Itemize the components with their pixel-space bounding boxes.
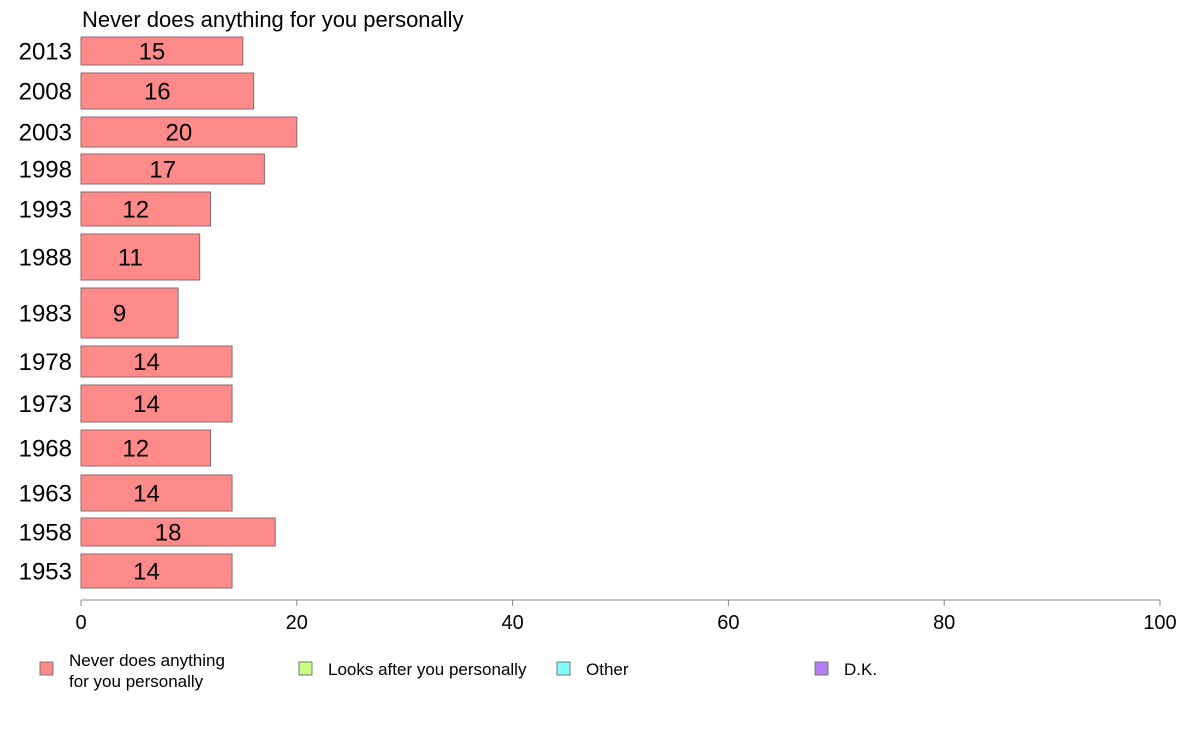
legend-swatch-looks-after-you-personally xyxy=(298,661,313,676)
category-label-1983: 1983 xyxy=(19,301,72,328)
bar-value-label-1973: 14 xyxy=(133,391,160,418)
legend-swatch-other xyxy=(556,661,571,676)
category-label-1958: 1958 xyxy=(19,520,72,547)
x-tick-label-40: 40 xyxy=(501,612,523,634)
bar-value-label-1978: 14 xyxy=(133,349,160,376)
legend-label-looks-after-you-personally: Looks after you personally xyxy=(328,660,527,679)
bar-value-label-2013: 15 xyxy=(139,39,166,66)
bar-value-label-1953: 14 xyxy=(133,559,160,586)
bar-value-label-1963: 14 xyxy=(133,481,160,508)
bars-group: 15 2013 16 2008 20 2003 17 1998 12 1993 11 1988 9 198… xyxy=(19,36,298,589)
bar-1973 xyxy=(80,384,233,423)
bar-value-label-1968: 12 xyxy=(122,436,149,463)
bar-2008 xyxy=(80,72,255,110)
category-label-2008: 2008 xyxy=(19,79,72,106)
bar-2003 xyxy=(80,116,298,148)
bar-value-label-1983: 9 xyxy=(113,301,126,328)
bar-value-label-2008: 16 xyxy=(144,79,171,106)
bar-2013 xyxy=(80,36,244,66)
bar-1978 xyxy=(80,345,233,378)
category-label-1953: 1953 xyxy=(19,559,72,586)
category-label-1963: 1963 xyxy=(19,481,72,508)
bar-1963 xyxy=(80,474,233,512)
x-tick-label-100: 100 xyxy=(1143,612,1176,634)
category-label-2013: 2013 xyxy=(19,39,72,66)
bar-value-label-1958: 18 xyxy=(155,520,182,547)
legend-label-d-k: D.K. xyxy=(844,660,877,679)
bar-value-label-1988: 11 xyxy=(118,245,143,272)
category-label-2003: 2003 xyxy=(19,120,72,147)
chart-title: Never does anything for you personally xyxy=(82,7,464,32)
legend-label-never-does-anything-for-you-personally: Never does anything for you personally xyxy=(69,651,225,691)
bar-1953 xyxy=(80,553,233,589)
bar-1998 xyxy=(80,153,265,185)
category-label-1978: 1978 xyxy=(19,349,72,376)
bar-value-label-2003: 20 xyxy=(166,120,193,147)
category-label-1988: 1988 xyxy=(19,245,72,272)
bar-value-label-1993: 12 xyxy=(122,197,149,224)
category-label-1993: 1993 xyxy=(19,197,72,224)
x-tick-label-60: 60 xyxy=(717,612,739,634)
category-label-1998: 1998 xyxy=(19,157,72,184)
bar-1993 xyxy=(80,191,211,227)
bar-value-label-1998: 17 xyxy=(149,157,176,184)
legend: Never does anything for you personally Loo… xyxy=(39,651,877,691)
bar-1988 xyxy=(80,233,201,281)
x-axis: 0 20 40 60 80 100 xyxy=(75,599,1177,634)
x-tick-label-80: 80 xyxy=(933,612,955,634)
x-tick-label-20: 20 xyxy=(286,612,308,634)
category-label-1973: 1973 xyxy=(19,391,72,418)
legend-swatch-never-does-anything-for-you-personally xyxy=(39,661,54,676)
legend-label-other: Other xyxy=(586,660,629,679)
bar-1983 xyxy=(80,287,179,339)
legend-swatch-d-k xyxy=(814,661,829,676)
bar-1968 xyxy=(80,429,211,467)
bar-1958 xyxy=(80,517,276,547)
category-label-1968: 1968 xyxy=(19,436,72,463)
x-tick-label-0: 0 xyxy=(75,612,86,634)
